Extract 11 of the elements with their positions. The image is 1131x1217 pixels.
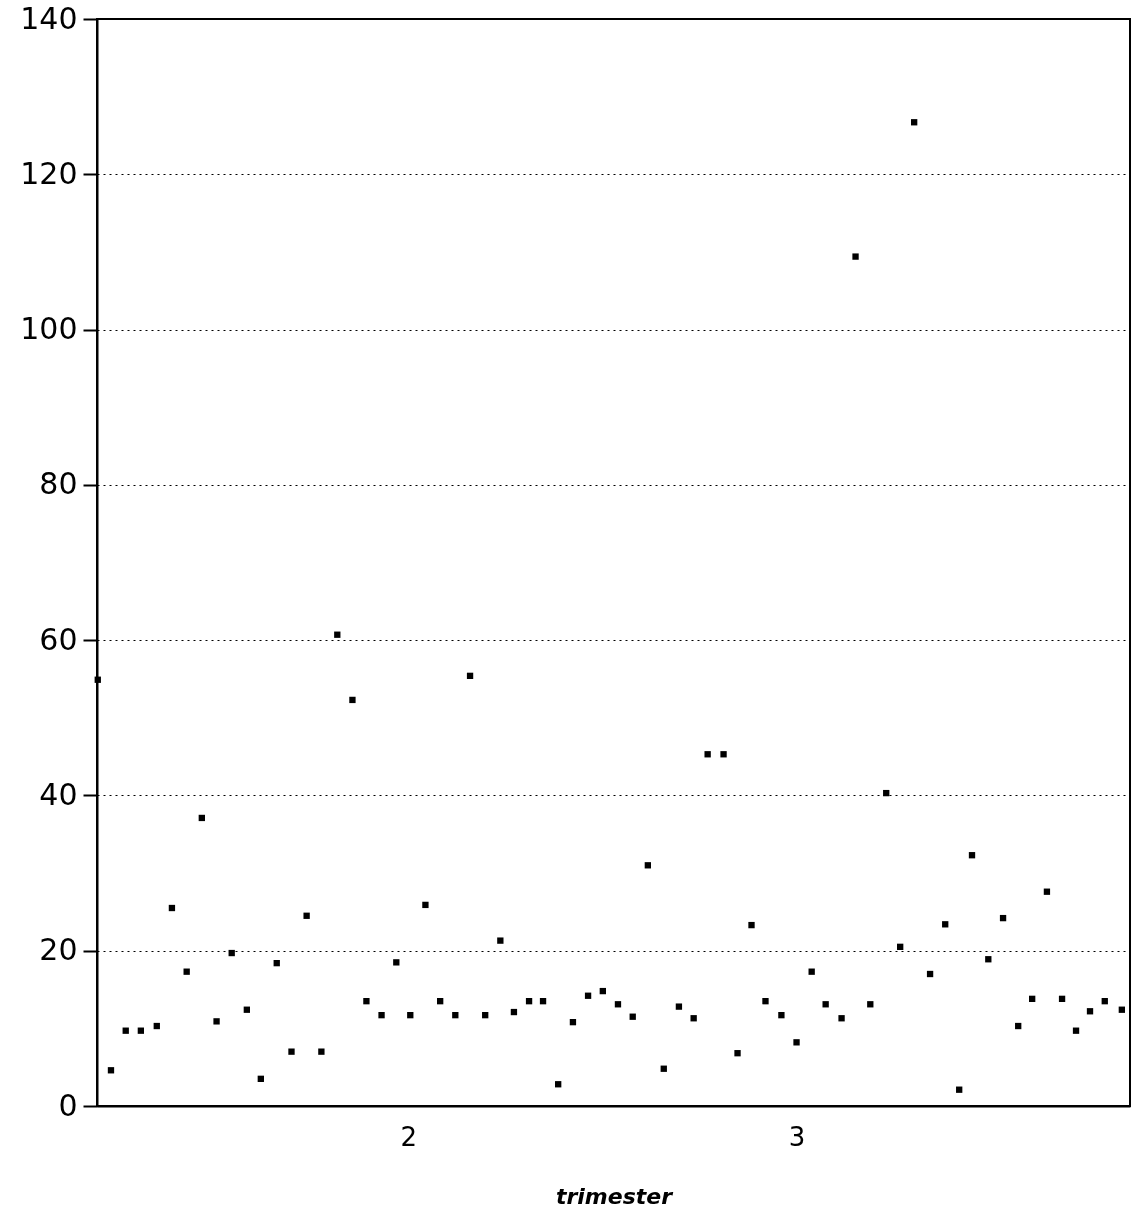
y-tick-label: 100 [20, 311, 78, 347]
y-tick-label: 80 [39, 466, 78, 502]
x-axis-title: trimester [555, 1183, 674, 1209]
y-tick-label: 140 [20, 0, 78, 36]
y-tick-label: 60 [39, 621, 78, 657]
x-tick-label: 3 [788, 1121, 806, 1152]
y-tick-label: 40 [39, 776, 78, 812]
x-tick-label: 2 [400, 1121, 418, 1152]
y-tick-label: 120 [20, 155, 78, 191]
y-tick-label: 20 [39, 932, 78, 968]
y-tick-label: 0 [58, 1087, 78, 1123]
